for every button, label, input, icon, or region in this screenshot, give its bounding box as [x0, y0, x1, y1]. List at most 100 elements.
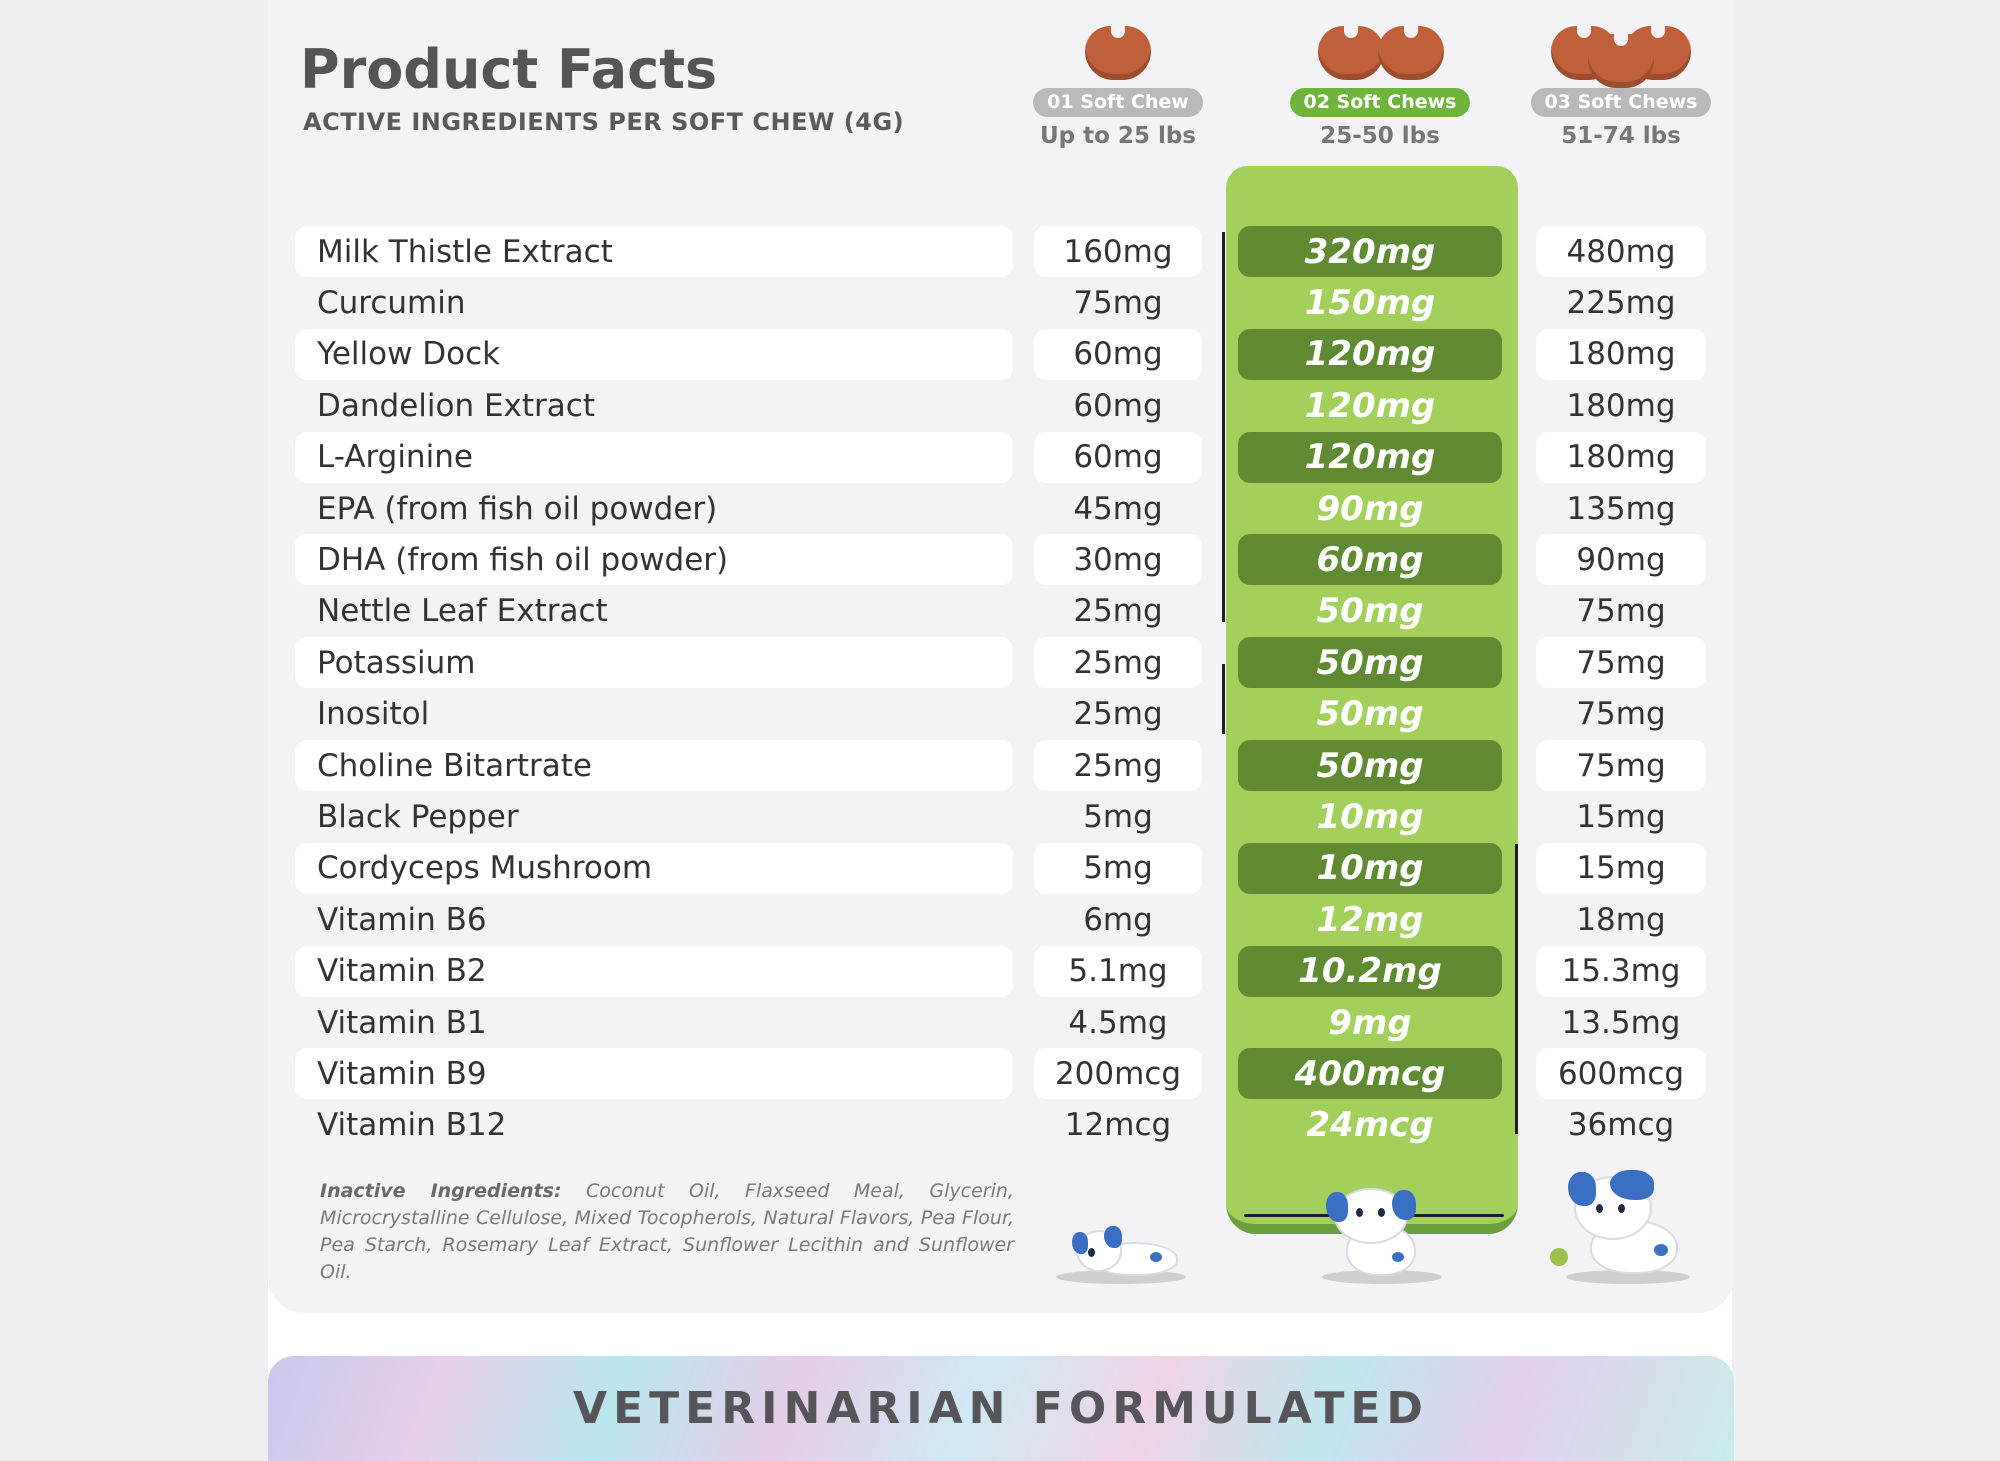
- ingredient-name: Vitamin B1: [317, 1004, 487, 1041]
- table-row: Vitamin B6 6mg 12mg 18mg: [0, 894, 2000, 945]
- value-1-chew: 25mg: [1034, 637, 1202, 689]
- ingredient-name: Vitamin B6: [317, 901, 487, 938]
- value-1-chew: 60mg: [1034, 431, 1202, 483]
- value-3-chews: 18mg: [1576, 901, 1666, 938]
- column-header-3: 03 Soft Chews 51-74 lbs: [1491, 22, 1751, 149]
- value-1-chew: 30mg: [1034, 534, 1202, 586]
- ingredient-name: Potassium: [295, 637, 1013, 689]
- ingredient-name: EPA (from fish oil powder): [317, 490, 718, 527]
- ingredient-name: Black Pepper: [317, 798, 519, 835]
- ingredient-name: Cordyceps Mushroom: [295, 842, 1013, 894]
- puppy-large-icon: [1546, 1170, 1696, 1286]
- column-2-weight: 25-50 lbs: [1320, 123, 1440, 149]
- table-row: Dandelion Extract 60mg 120mg 180mg: [0, 380, 2000, 431]
- heart-treat-icon: [988, 22, 1248, 88]
- value-2-chews: 10mg: [1238, 842, 1502, 894]
- value-1-chew: 45mg: [1073, 490, 1163, 527]
- column-1-weight: Up to 25 lbs: [1039, 123, 1196, 149]
- ingredient-name: Milk Thistle Extract: [295, 226, 1013, 277]
- ingredient-name: Dandelion Extract: [317, 387, 595, 424]
- ingredient-name: L-Arginine: [295, 431, 1013, 483]
- value-3-chews: 15.3mg: [1536, 945, 1706, 997]
- column-2-pill: 02 Soft Chews: [1289, 88, 1471, 117]
- banner-text: VETERINARIAN FORMULATED: [573, 1383, 1429, 1434]
- column-header-2: 02 Soft Chews 25-50 lbs: [1250, 22, 1510, 149]
- heart-treat-icon: [1250, 22, 1510, 88]
- table-row: Vitamin B9 200mcg 400mcg 600mcg: [0, 1048, 2000, 1100]
- ingredient-name: Vitamin B9: [295, 1048, 1013, 1100]
- inactive-text: Coconut Oil, Flaxseed Meal, Glycerin, Mi…: [320, 1180, 1014, 1283]
- value-2-chews: 50mg: [1238, 637, 1502, 689]
- value-2-chews: 10.2mg: [1238, 945, 1502, 997]
- value-1-chew: 160mg: [1034, 226, 1202, 277]
- value-3-chews: 75mg: [1576, 593, 1666, 630]
- table-row: Vitamin B2 5.1mg 10.2mg 15.3mg: [0, 945, 2000, 997]
- table-row: Inositol 25mg 50mg 75mg: [0, 689, 2000, 740]
- value-1-chew: 5mg: [1034, 842, 1202, 894]
- value-3-chews: 180mg: [1536, 328, 1706, 380]
- table-row: Potassium 25mg 50mg 75mg: [0, 637, 2000, 689]
- value-1-chew: 75mg: [1073, 284, 1163, 321]
- value-1-chew: 4.5mg: [1068, 1004, 1168, 1041]
- value-1-chew: 200mcg: [1034, 1048, 1202, 1100]
- table-row: Milk Thistle Extract 160mg 320mg 480mg: [0, 226, 2000, 277]
- value-1-chew: 5mg: [1083, 798, 1153, 835]
- table-row: Vitamin B1 4.5mg 9mg 13.5mg: [0, 997, 2000, 1048]
- value-2-chews: 400mcg: [1238, 1048, 1502, 1100]
- value-2-chews: 50mg: [1316, 694, 1424, 735]
- value-1-chew: 60mg: [1034, 328, 1202, 380]
- column-1-pill: 01 Soft Chew: [1033, 88, 1203, 117]
- value-1-chew: 12mcg: [1064, 1107, 1172, 1144]
- ingredient-name: Inositol: [317, 696, 430, 733]
- column-3-pill: 03 Soft Chews: [1530, 88, 1712, 117]
- column-header-1: 01 Soft Chew Up to 25 lbs: [988, 22, 1248, 149]
- value-1-chew: 60mg: [1073, 387, 1163, 424]
- value-3-chews: 75mg: [1536, 637, 1706, 689]
- value-2-chews: 60mg: [1238, 534, 1502, 586]
- ingredient-name: Vitamin B2: [295, 945, 1013, 997]
- value-3-chews: 15mg: [1576, 798, 1666, 835]
- column-edge-left: [1222, 232, 1225, 622]
- table-row: Cordyceps Mushroom 5mg 10mg 15mg: [0, 842, 2000, 894]
- ingredient-name: Curcumin: [317, 284, 466, 321]
- value-2-chews: 150mg: [1304, 282, 1436, 323]
- table-row: Curcumin 75mg 150mg 225mg: [0, 277, 2000, 328]
- puppy-small-icon: [1052, 1222, 1192, 1286]
- value-2-chews: 12mg: [1316, 899, 1424, 940]
- page-title: Product Facts: [300, 38, 718, 101]
- value-2-chews: 24mcg: [1306, 1105, 1434, 1146]
- value-3-chews: 225mg: [1566, 284, 1676, 321]
- value-3-chews: 135mg: [1566, 490, 1676, 527]
- value-3-chews: 75mg: [1536, 740, 1706, 791]
- value-3-chews: 15mg: [1536, 842, 1706, 894]
- table-row: Choline Bitartrate 25mg 50mg 75mg: [0, 740, 2000, 791]
- value-2-chews: 90mg: [1316, 488, 1424, 529]
- value-3-chews: 90mg: [1536, 534, 1706, 586]
- value-1-chew: 25mg: [1034, 740, 1202, 791]
- value-2-chews: 9mg: [1328, 1002, 1412, 1043]
- column-edge-right: [1515, 844, 1518, 1134]
- value-2-chews: 120mg: [1238, 328, 1502, 380]
- value-1-chew: 5.1mg: [1034, 945, 1202, 997]
- inactive-label: Inactive Ingredients:: [320, 1180, 562, 1202]
- table-row: Yellow Dock 60mg 120mg 180mg: [0, 328, 2000, 380]
- right-margin: [1732, 0, 2000, 1461]
- value-3-chews: 36mcg: [1567, 1107, 1675, 1144]
- value-2-chews: 120mg: [1304, 385, 1436, 426]
- value-2-chews: 50mg: [1238, 740, 1502, 791]
- ingredient-name: Nettle Leaf Extract: [317, 593, 608, 630]
- table-row: Vitamin B12 12mcg 24mcg 36mcg: [0, 1100, 2000, 1151]
- table-row: Nettle Leaf Extract 25mg 50mg 75mg: [0, 586, 2000, 637]
- ingredient-name: Vitamin B12: [317, 1107, 507, 1144]
- table-row: Black Pepper 5mg 10mg 15mg: [0, 791, 2000, 842]
- value-1-chew: 6mg: [1083, 901, 1153, 938]
- ingredient-name: Yellow Dock: [295, 328, 1013, 380]
- value-3-chews: 600mcg: [1536, 1048, 1706, 1100]
- value-2-chews: 120mg: [1238, 431, 1502, 483]
- ingredient-name: Choline Bitartrate: [295, 740, 1013, 791]
- value-3-chews: 75mg: [1576, 696, 1666, 733]
- table-row: DHA (from fish oil powder) 30mg 60mg 90mg: [0, 534, 2000, 586]
- value-3-chews: 480mg: [1536, 226, 1706, 277]
- inactive-ingredients: Inactive Ingredients: Coconut Oil, Flaxs…: [320, 1178, 1014, 1286]
- value-3-chews: 180mg: [1536, 431, 1706, 483]
